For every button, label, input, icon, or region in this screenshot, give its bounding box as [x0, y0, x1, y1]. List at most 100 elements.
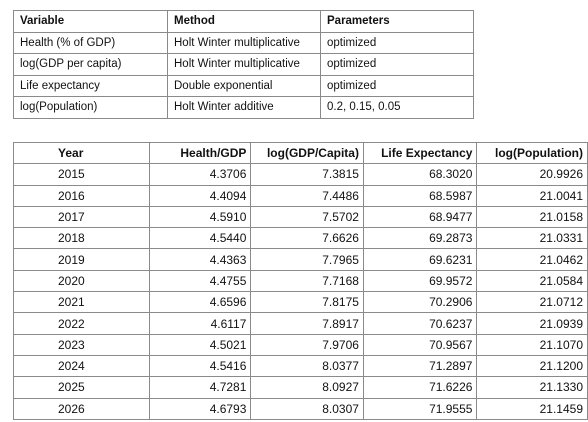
life-expectancy-cell: 68.9477: [362, 205, 478, 229]
table-row: 2025 4.7281 8.0927 71.6226 21.1330: [12, 376, 588, 399]
header-year: Year: [12, 141, 151, 165]
health-gdp-cell: 4.6117: [149, 312, 252, 335]
year-cell: 2022: [12, 312, 151, 335]
log-population-cell: 21.0462: [476, 248, 588, 271]
log-gdp-capita-cell: 7.7965: [250, 248, 364, 271]
log-gdp-capita-cell: 7.7168: [250, 269, 364, 293]
header-method: Method: [167, 10, 321, 33]
log-gdp-capita-cell: 7.9706: [250, 333, 364, 356]
table-row: Health (% of GDP) Holt Winter multiplicat…: [13, 31, 474, 54]
health-gdp-cell: 4.4755: [149, 269, 252, 293]
header-log-population: log(Population): [476, 141, 588, 165]
method-cell: Double exponential: [167, 74, 321, 97]
log-gdp-capita-cell: 7.8175: [250, 291, 364, 314]
life-expectancy-cell: 71.9555: [362, 397, 478, 420]
table-row: 2015 4.3706 7.3815 68.3020 20.9926: [12, 163, 588, 186]
log-gdp-capita-cell: 7.3815: [250, 163, 364, 186]
log-population-cell: 21.0158: [476, 205, 588, 229]
table-row: Life expectancy Double exponential optimiz…: [13, 74, 474, 97]
health-gdp-cell: 4.5440: [149, 227, 252, 250]
log-population-cell: 21.1070: [476, 333, 588, 356]
log-gdp-capita-cell: 7.6626: [250, 227, 364, 250]
log-population-cell: 21.0584: [476, 269, 588, 293]
life-expectancy-cell: 68.5987: [362, 184, 478, 207]
variable-cell: log(GDP per capita): [13, 53, 168, 76]
forecast-header-row: Year Health/GDP log(GDP/Capita) Life Exp…: [12, 141, 588, 165]
variable-cell: Health (% of GDP): [13, 31, 168, 54]
health-gdp-cell: 4.6596: [149, 291, 252, 314]
log-gdp-capita-cell: 8.0927: [250, 376, 364, 399]
year-cell: 2019: [12, 248, 151, 271]
methods-table: Variable Method Parameters Health (% of …: [13, 10, 474, 119]
log-population-cell: 21.0041: [476, 184, 588, 207]
life-expectancy-cell: 70.6237: [362, 312, 478, 335]
year-cell: 2024: [12, 354, 151, 378]
year-cell: 2021: [12, 291, 151, 314]
health-gdp-cell: 4.6793: [149, 397, 252, 420]
parameters-cell: optimized: [320, 74, 474, 97]
log-population-cell: 21.0712: [476, 291, 588, 314]
life-expectancy-cell: 70.9567: [362, 333, 478, 356]
table-row: log(GDP per capita) Holt Winter multiplic…: [13, 53, 474, 76]
variable-cell: log(Population): [13, 96, 168, 119]
table-row: 2022 4.6117 7.8917 70.6237 21.0939: [12, 312, 588, 335]
parameters-cell: optimized: [320, 53, 474, 76]
life-expectancy-cell: 69.2873: [362, 227, 478, 250]
health-gdp-cell: 4.7281: [149, 376, 252, 399]
year-cell: 2025: [12, 376, 151, 399]
parameters-cell: 0.2, 0.15, 0.05: [320, 96, 474, 119]
health-gdp-cell: 4.4094: [149, 184, 252, 207]
header-variable: Variable: [13, 10, 168, 33]
year-cell: 2026: [12, 397, 151, 420]
methods-table-body: Health (% of GDP) Holt Winter multiplicat…: [13, 31, 474, 119]
year-cell: 2023: [12, 333, 151, 356]
log-gdp-capita-cell: 7.8917: [250, 312, 364, 335]
year-cell: 2015: [12, 163, 151, 186]
health-gdp-cell: 4.5021: [149, 333, 252, 356]
log-gdp-capita-cell: 8.0377: [250, 354, 364, 378]
table-row: 2024 4.5416 8.0377 71.2897 21.1200: [12, 354, 588, 378]
life-expectancy-cell: 69.6231: [362, 248, 478, 271]
log-population-cell: 21.1330: [476, 376, 588, 399]
methods-header-row: Variable Method Parameters: [13, 10, 474, 33]
table-row: 2023 4.5021 7.9706 70.9567 21.1070: [12, 333, 588, 356]
health-gdp-cell: 4.4363: [149, 248, 252, 271]
year-cell: 2020: [12, 269, 151, 293]
health-gdp-cell: 4.5910: [149, 205, 252, 229]
table-row: 2016 4.4094 7.4486 68.5987 21.0041: [12, 184, 588, 207]
header-parameters: Parameters: [320, 10, 474, 33]
table-row: log(Population) Holt Winter additive 0.2, …: [13, 96, 474, 119]
log-gdp-capita-cell: 7.4486: [250, 184, 364, 207]
life-expectancy-cell: 70.2906: [362, 291, 478, 314]
life-expectancy-cell: 71.2897: [362, 354, 478, 378]
life-expectancy-cell: 71.6226: [362, 376, 478, 399]
table-row: 2020 4.4755 7.7168 69.9572 21.0584: [12, 269, 588, 293]
year-cell: 2018: [12, 227, 151, 250]
table-row: 2021 4.6596 7.8175 70.2906 21.0712: [12, 291, 588, 314]
table-row: 2026 4.6793 8.0307 71.9555 21.1459: [12, 397, 588, 420]
log-population-cell: 21.0939: [476, 312, 588, 335]
log-population-cell: 21.1459: [476, 397, 588, 420]
method-cell: Holt Winter multiplicative: [167, 53, 321, 76]
header-health-gdp: Health/GDP: [149, 141, 252, 165]
variable-cell: Life expectancy: [13, 74, 168, 97]
health-gdp-cell: 4.5416: [149, 354, 252, 378]
log-population-cell: 20.9926: [476, 163, 588, 186]
forecast-table-body: 2015 4.3706 7.3815 68.3020 20.9926 2016 4.4094…: [12, 163, 588, 420]
forecast-table: Year Health/GDP log(GDP/Capita) Life Exp…: [12, 141, 588, 420]
header-life-expectancy: Life Expectancy: [362, 141, 478, 165]
log-gdp-capita-cell: 7.5702: [250, 205, 364, 229]
health-gdp-cell: 4.3706: [149, 163, 252, 186]
year-cell: 2016: [12, 184, 151, 207]
table-row: 2019 4.4363 7.7965 69.6231 21.0462: [12, 248, 588, 271]
header-log-gdp-capita: log(GDP/Capita): [250, 141, 364, 165]
log-population-cell: 21.0331: [476, 227, 588, 250]
method-cell: Holt Winter additive: [167, 96, 321, 119]
table-row: 2018 4.5440 7.6626 69.2873 21.0331: [12, 227, 588, 250]
log-gdp-capita-cell: 8.0307: [250, 397, 364, 420]
log-population-cell: 21.1200: [476, 354, 588, 378]
life-expectancy-cell: 68.3020: [362, 163, 478, 186]
parameters-cell: optimized: [320, 31, 474, 54]
life-expectancy-cell: 69.9572: [362, 269, 478, 293]
table-row: 2017 4.5910 7.5702 68.9477 21.0158: [12, 205, 588, 229]
